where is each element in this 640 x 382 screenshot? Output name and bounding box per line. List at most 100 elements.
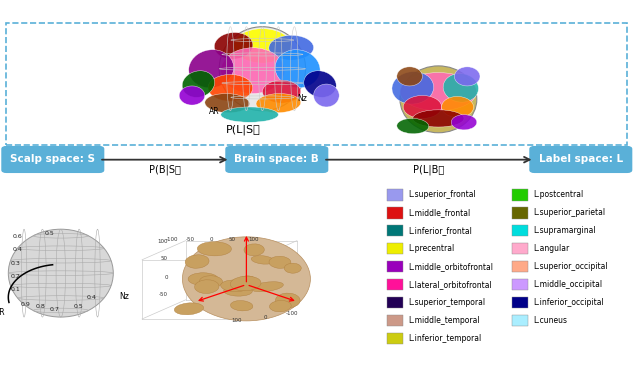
Text: L.middle_frontal: L.middle_frontal — [408, 208, 470, 217]
Text: L.cuneus: L.cuneus — [533, 316, 567, 325]
Text: 0.5: 0.5 — [74, 304, 84, 309]
Bar — [512, 189, 528, 201]
FancyBboxPatch shape — [1, 146, 104, 173]
Text: L.middle_orbitofrontal: L.middle_orbitofrontal — [408, 262, 493, 271]
Ellipse shape — [413, 110, 464, 127]
Bar — [387, 297, 403, 308]
Bar — [387, 333, 403, 344]
Bar — [512, 243, 528, 254]
Text: AR: AR — [0, 308, 5, 317]
Text: 100: 100 — [248, 237, 259, 242]
Text: 0.1: 0.1 — [11, 287, 21, 292]
Ellipse shape — [451, 115, 477, 130]
Text: 50: 50 — [228, 237, 235, 242]
Ellipse shape — [244, 244, 264, 256]
Text: Nz: Nz — [297, 94, 307, 103]
Ellipse shape — [214, 32, 253, 59]
Ellipse shape — [221, 280, 249, 292]
Ellipse shape — [269, 256, 291, 268]
Bar — [512, 261, 528, 272]
Ellipse shape — [239, 276, 256, 285]
Bar — [512, 315, 528, 326]
Bar — [387, 225, 403, 236]
Ellipse shape — [443, 74, 479, 102]
Ellipse shape — [185, 255, 209, 268]
Ellipse shape — [397, 118, 429, 134]
Text: 0: 0 — [209, 237, 213, 242]
Ellipse shape — [234, 29, 291, 63]
Bar — [387, 279, 403, 290]
Ellipse shape — [397, 67, 422, 86]
Text: 0.8: 0.8 — [35, 304, 45, 309]
Text: Nz: Nz — [120, 293, 129, 301]
Text: L.middle_occipital: L.middle_occipital — [533, 280, 602, 289]
Text: 100: 100 — [157, 239, 168, 244]
Ellipse shape — [314, 84, 339, 107]
Bar — [512, 207, 528, 219]
Ellipse shape — [189, 50, 234, 88]
Ellipse shape — [256, 94, 301, 113]
Bar — [387, 189, 403, 201]
Text: Brain space: B: Brain space: B — [234, 154, 319, 165]
Text: L.lateral_orbitofrontal: L.lateral_orbitofrontal — [408, 280, 492, 289]
Text: P(B|S）: P(B|S） — [148, 164, 180, 175]
Text: 0.3: 0.3 — [11, 261, 21, 266]
Bar — [512, 279, 528, 290]
Text: 50: 50 — [161, 256, 168, 261]
Text: L.precentral: L.precentral — [408, 244, 454, 253]
Ellipse shape — [403, 96, 442, 118]
Text: L.middle_temporal: L.middle_temporal — [408, 316, 480, 325]
Text: 0.6: 0.6 — [12, 234, 22, 239]
Text: P(L|B）: P(L|B） — [413, 164, 444, 175]
Text: L.superior_occipital: L.superior_occipital — [533, 262, 608, 271]
Ellipse shape — [224, 286, 252, 296]
Ellipse shape — [219, 27, 306, 111]
Ellipse shape — [269, 301, 291, 312]
Ellipse shape — [275, 293, 300, 308]
Text: Scalp space: S: Scalp space: S — [10, 154, 95, 165]
Text: 0: 0 — [263, 315, 267, 320]
Text: -100: -100 — [285, 311, 298, 316]
Ellipse shape — [251, 282, 284, 292]
Ellipse shape — [195, 280, 219, 293]
Bar — [387, 315, 403, 326]
Ellipse shape — [400, 73, 477, 111]
Bar — [387, 261, 403, 272]
Text: 0.2: 0.2 — [11, 274, 21, 279]
Ellipse shape — [400, 66, 477, 133]
Ellipse shape — [205, 94, 250, 113]
FancyBboxPatch shape — [225, 146, 328, 173]
Text: 0.5: 0.5 — [44, 231, 54, 236]
Text: L.angular: L.angular — [533, 244, 570, 253]
Ellipse shape — [262, 80, 301, 103]
Ellipse shape — [454, 67, 480, 86]
Ellipse shape — [304, 71, 336, 97]
Text: 0.7: 0.7 — [49, 307, 60, 312]
Ellipse shape — [392, 72, 434, 104]
Ellipse shape — [182, 71, 214, 97]
Ellipse shape — [275, 50, 320, 88]
Ellipse shape — [284, 263, 301, 273]
Ellipse shape — [197, 242, 232, 256]
Text: L.superior_parietal: L.superior_parietal — [533, 208, 605, 217]
Bar — [512, 297, 528, 308]
Bar — [387, 243, 403, 254]
Ellipse shape — [179, 86, 205, 105]
Text: L.inferior_temporal: L.inferior_temporal — [408, 334, 481, 343]
Ellipse shape — [221, 107, 278, 122]
Ellipse shape — [252, 256, 274, 264]
Text: L.inferior_occipital: L.inferior_occipital — [533, 298, 604, 307]
Text: L.supramarginal: L.supramarginal — [533, 226, 596, 235]
Ellipse shape — [442, 97, 474, 117]
Text: -100: -100 — [165, 237, 178, 242]
Bar — [6, 23, 627, 145]
Bar — [387, 207, 403, 219]
Bar — [512, 225, 528, 236]
Text: L.superior_frontal: L.superior_frontal — [408, 190, 476, 199]
Ellipse shape — [230, 276, 261, 291]
Ellipse shape — [221, 48, 285, 94]
Text: 0.9: 0.9 — [20, 302, 31, 307]
Text: 0.4: 0.4 — [12, 248, 22, 253]
FancyBboxPatch shape — [529, 146, 632, 173]
Text: L.postcentral: L.postcentral — [533, 190, 584, 199]
